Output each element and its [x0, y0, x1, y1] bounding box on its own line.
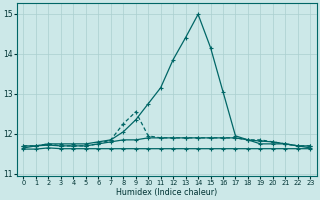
X-axis label: Humidex (Indice chaleur): Humidex (Indice chaleur) [116, 188, 218, 197]
